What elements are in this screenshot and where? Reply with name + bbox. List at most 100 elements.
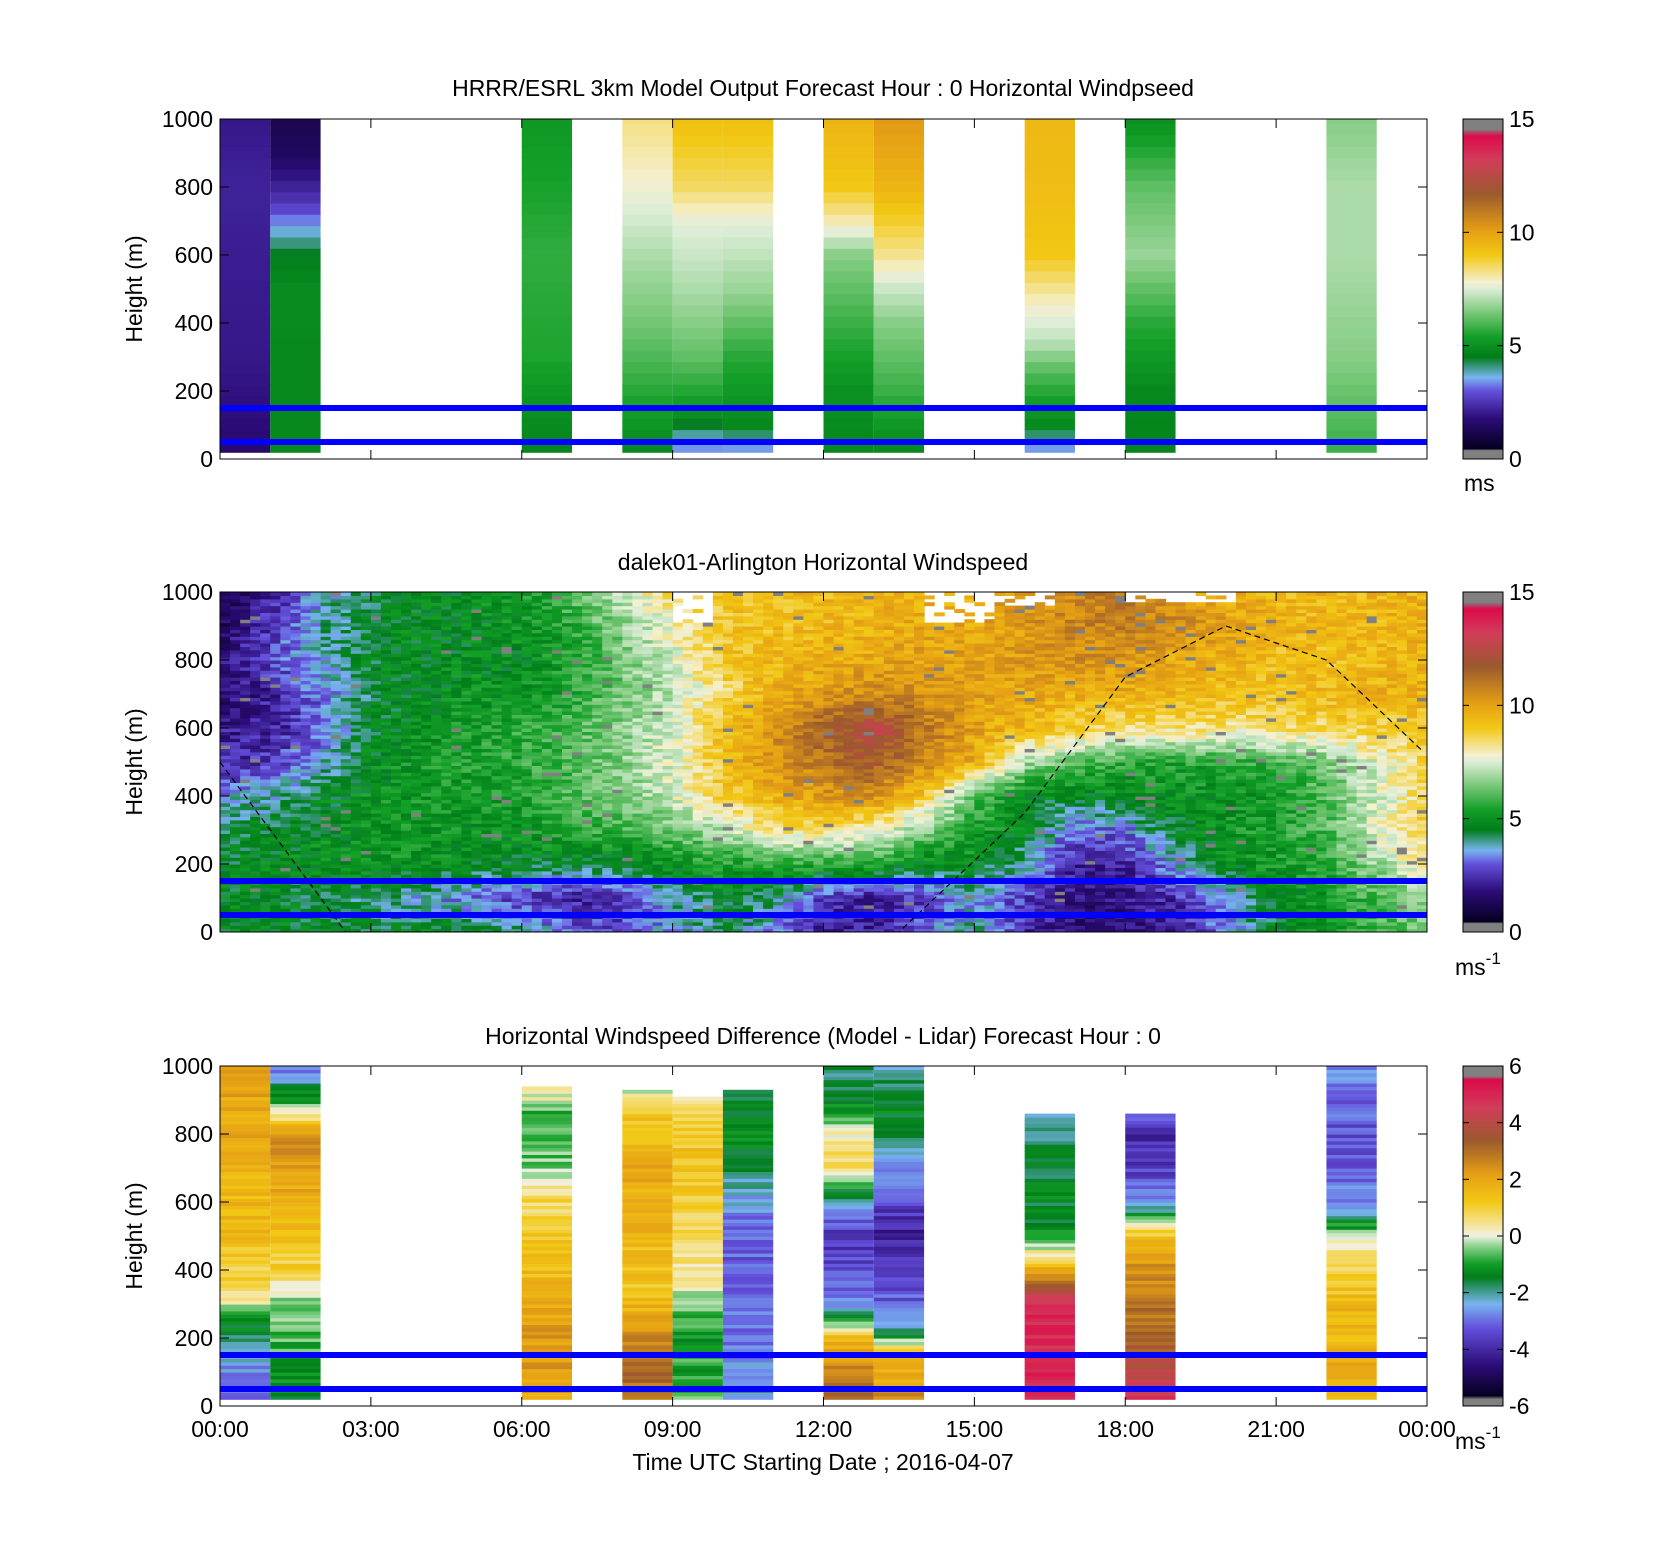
- heatmap-cell: [270, 663, 281, 668]
- heatmap-cell: [612, 819, 623, 824]
- heatmap-cell: [1125, 395, 1176, 408]
- heatmap-cell: [290, 751, 302, 756]
- heatmap-cell: [320, 887, 332, 892]
- heatmap-cell: [642, 717, 654, 722]
- heatmap-cell: [662, 656, 674, 661]
- heatmap-cell: [491, 853, 503, 858]
- heatmap-cell: [401, 867, 412, 872]
- heatmap-cell: [481, 639, 493, 644]
- heatmap-cell: [501, 813, 513, 817]
- heatmap-cell: [360, 904, 372, 909]
- heatmap-cell: [642, 826, 654, 831]
- heatmap-cell: [511, 830, 523, 834]
- heatmap-cell: [260, 789, 271, 794]
- heatmap-cell: [260, 741, 271, 746]
- heatmap-cell: [240, 721, 251, 726]
- heatmap-cell: [230, 677, 241, 681]
- heatmap-cell: [240, 707, 251, 712]
- heatmap-cell: [340, 904, 352, 909]
- heatmap-cell: [270, 119, 321, 125]
- heatmap-cell: [632, 785, 644, 790]
- heatmap-cell: [431, 612, 442, 617]
- heatmap-cell: [622, 653, 633, 658]
- heatmap-cell: [360, 649, 372, 654]
- heatmap-cell: [481, 782, 493, 787]
- heatmap-cell: [501, 598, 513, 603]
- heatmap-cell: [561, 629, 573, 634]
- heatmap-cell: [602, 592, 613, 596]
- heatmap-cell: [310, 734, 322, 739]
- colorbar-tick-label: 0: [1509, 446, 1522, 472]
- heatmap-cell: [521, 646, 533, 651]
- heatmap-cell: [441, 731, 452, 736]
- heatmap-cell: [230, 928, 241, 932]
- heatmap-cell: [370, 592, 382, 596]
- heatmap-cell: [280, 677, 292, 681]
- heatmap-cell: [260, 884, 271, 889]
- heatmap-cell: [622, 874, 633, 879]
- heatmap-cell: [290, 683, 302, 688]
- heatmap-cell: [461, 738, 473, 743]
- heatmap-cell: [592, 704, 603, 709]
- heatmap-cell: [360, 796, 372, 800]
- heatmap-cell: [531, 765, 543, 770]
- heatmap-cell: [632, 796, 644, 800]
- heatmap-cell: [310, 636, 322, 641]
- heatmap-cell: [521, 687, 533, 692]
- heatmap-cell: [1326, 168, 1377, 181]
- heatmap-cell: [521, 304, 573, 317]
- heatmap-cell: [230, 904, 241, 909]
- heatmap-cell: [451, 745, 462, 749]
- heatmap-cell: [270, 406, 321, 419]
- heatmap-cell: [220, 134, 271, 147]
- heatmap-cell: [310, 840, 322, 845]
- heatmap-cell: [380, 748, 392, 753]
- heatmap-cell: [340, 853, 352, 858]
- heatmap-cell: [572, 860, 583, 865]
- heatmap-cell: [390, 762, 402, 766]
- heatmap-cell: [823, 180, 874, 193]
- heatmap-cell: [491, 894, 503, 899]
- heatmap-cell: [411, 857, 422, 862]
- heatmap-cell: [1024, 236, 1075, 249]
- heatmap-cell: [622, 796, 633, 800]
- heatmap-cell: [1024, 191, 1075, 204]
- heatmap-cell: [551, 717, 563, 722]
- heatmap-cell: [451, 819, 462, 824]
- heatmap-cell: [672, 843, 684, 848]
- heatmap-cell: [622, 704, 633, 709]
- heatmap-cell: [521, 823, 533, 828]
- heatmap-cell: [471, 826, 483, 831]
- heatmap-cell: [642, 819, 654, 824]
- heatmap-cell: [360, 602, 372, 607]
- heatmap-cell: [612, 683, 623, 688]
- heatmap-cell: [1326, 372, 1377, 385]
- heatmap-cell: [441, 870, 452, 875]
- heatmap-cell: [672, 887, 684, 892]
- heatmap-cell: [370, 649, 382, 654]
- heatmap-cell: [260, 762, 271, 766]
- heatmap-cell: [471, 850, 483, 855]
- heatmap-cell: [411, 704, 422, 709]
- heatmap-cell: [1024, 259, 1075, 272]
- heatmap-cell: [582, 779, 593, 783]
- heatmap-cell: [1125, 225, 1176, 238]
- heatmap-cell: [270, 123, 321, 136]
- heatmap-cell: [551, 867, 563, 872]
- heatmap-cell: [240, 639, 251, 644]
- heatmap-cell: [270, 248, 321, 261]
- heatmap-cell: [652, 785, 664, 790]
- heatmap-cell: [310, 663, 322, 668]
- heatmap-cell: [320, 741, 332, 746]
- heatmap-cell: [290, 819, 302, 824]
- heatmap-cell: [572, 864, 583, 868]
- heatmap-cell: [310, 898, 322, 902]
- heatmap-cell: [672, 711, 684, 715]
- heatmap-cell: [461, 731, 473, 736]
- heatmap-cell: [230, 813, 241, 817]
- heatmap-cell: [370, 656, 382, 661]
- heatmap-cell: [300, 643, 312, 647]
- heatmap-cell: [632, 751, 644, 756]
- heatmap-cell: [260, 687, 271, 692]
- heatmap-cell: [390, 802, 402, 807]
